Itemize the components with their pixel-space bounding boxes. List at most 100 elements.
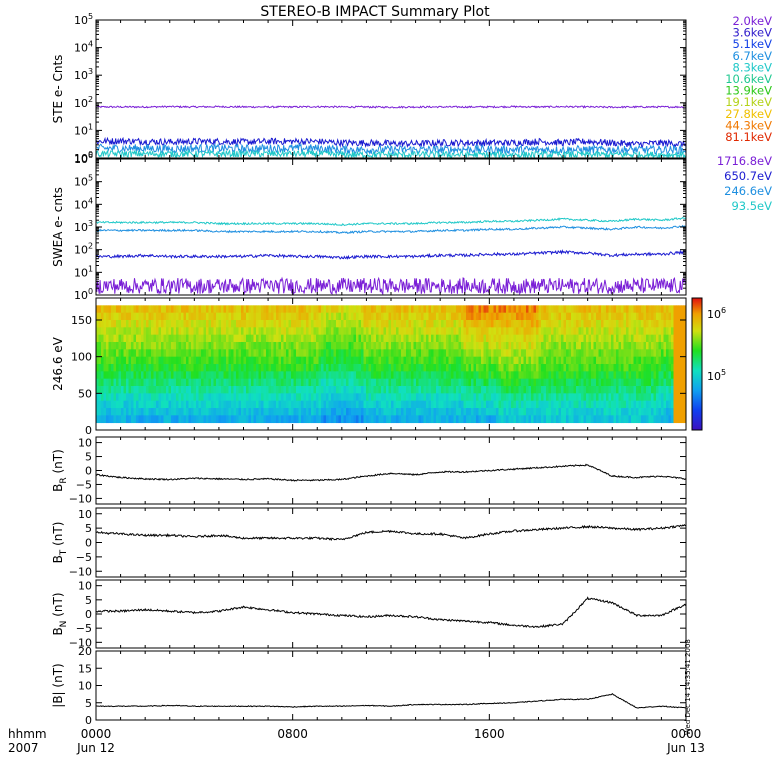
x-tick-date: Jun 13 [666,741,705,755]
y-tick-label: 103 [74,67,93,82]
legend-entry-swea: 1716.8eV [717,154,772,168]
legend-entry-ste: 6.7keV [733,49,773,63]
y-tick-label: 10 [78,508,92,521]
y-tick-label: 15 [78,662,92,675]
series-line-ste-2 [95,142,687,156]
y-tick-label: −5 [76,551,92,564]
y-tick-label: 105 [74,174,93,189]
legend-entry-ste: 5.1keV [733,37,773,51]
series-line-bt-0 [95,523,687,542]
legend-entry-swea: 246.6eV [724,184,772,198]
colorbar: 106 105 [691,297,726,431]
y-tick-label: 20 [78,645,92,658]
colorbar-label-top: 106 [707,306,726,321]
series-line-swea-3 [95,276,687,296]
corner-label-hhmm: hhmm [8,727,47,741]
y-tick-label: 5 [85,522,92,535]
y-tick-label: −5 [76,622,92,635]
panel-frame [95,507,687,578]
y-axis-label-bmag: |B| (nT) [51,663,65,707]
panel-swea: 100 101 102 103 104 105 106 SWEA e- cnts [51,151,687,302]
x-tick-label: 0000 [671,727,702,741]
timestamp-side-text: Wed Dec 14 14:35:41 2008 [684,639,692,735]
y-tick-label: 104 [74,196,93,211]
series-line-swea-2 [95,249,687,260]
y-axis-label-br: BR (nT) [51,449,69,492]
series-line-swea-1 [95,224,687,234]
legend-entry-ste: 44.3keV [725,118,772,132]
pitch-angle-spectrogram [96,305,687,424]
y-axis-label-swea: SWEA e- cnts [51,187,65,267]
legend-entry-swea: 650.7eV [724,169,772,183]
series-line-swea-0 [95,216,687,227]
series-line-ste-1 [95,136,687,149]
legend-entry-ste: 19.1keV [725,95,772,109]
y-axis-label-bt: BT (nT) [51,522,69,564]
panel-frame [95,436,687,505]
series-line-br-0 [95,463,687,482]
chart-title: STEREO-B IMPACT Summary Plot [260,4,490,20]
panel-frame [95,650,687,721]
panel-frame [95,579,687,649]
y-tick-label: 50 [78,387,92,400]
y-tick-label: −10 [69,565,92,578]
y-axis-label-bn: BN (nT) [51,592,69,635]
y-tick-label: 5 [85,697,92,710]
y-tick-label: 103 [74,219,93,234]
y-tick-label: 102 [74,95,93,110]
y-tick-label: 101 [74,264,93,279]
legend: 2.0keV3.6keV5.1keV6.7keV8.3keV10.6keV13.… [717,14,772,213]
y-tick-label: 5 [85,451,92,464]
x-tick-date: Jun 12 [76,741,115,755]
panel-pad: 106 105 0 50 100 150 246.6 eV [51,297,726,437]
colorbar-label-mid: 105 [707,368,726,383]
y-tick-label: 105 [74,12,93,27]
y-tick-label: 101 [74,122,93,137]
legend-entry-swea: 93.5eV [731,199,772,213]
legend-entry-ste: 81.1keV [725,130,772,144]
x-tick-label: 0800 [277,727,308,741]
panel-bmag: 20 15 10 5 0 |B| (nT) [51,645,687,727]
legend-entry-ste: 27.8keV [725,107,772,121]
x-tick-label: 1600 [474,727,505,741]
legend-entry-ste: 3.6keV [733,26,773,40]
y-tick-label: 0 [85,608,92,621]
y-tick-label: 0 [85,537,92,550]
y-tick-label: 100 [71,351,92,364]
corner-label-year: 2007 [8,741,39,755]
series-line-bmag-0 [95,693,687,709]
y-tick-label: 150 [71,314,92,327]
x-tick-label: 0000 [81,727,112,741]
series-line-bn-0 [95,596,687,628]
y-tick-label: 10 [78,580,92,593]
legend-entry-ste: 10.6keV [725,72,772,86]
y-tick-label: 102 [74,242,93,257]
panel-frame [95,19,687,159]
y-tick-label: 10 [78,680,92,693]
y-tick-label: 5 [85,594,92,607]
y-tick-label: −10 [69,492,92,505]
y-tick-label: 100 [74,287,93,302]
y-tick-label: 106 [74,151,93,166]
y-tick-label: −10 [69,636,92,649]
y-tick-label: 0 [85,714,92,727]
y-tick-label: 104 [74,40,93,55]
legend-entry-ste: 13.9keV [725,84,772,98]
legend-entry-ste: 8.3keV [733,60,773,74]
y-tick-label: 0 [85,465,92,478]
series-line-ste-0 [95,105,687,109]
y-tick-label: 0 [85,424,92,437]
series-line-ste-3 [95,149,687,160]
y-axis-label-pad: 246.6 eV [51,336,65,391]
y-tick-label: 10 [78,437,92,450]
panel-frame [95,158,687,296]
y-axis-label-ste: STE e- Cnts [51,55,65,124]
legend-entry-ste: 2.0keV [733,14,773,28]
